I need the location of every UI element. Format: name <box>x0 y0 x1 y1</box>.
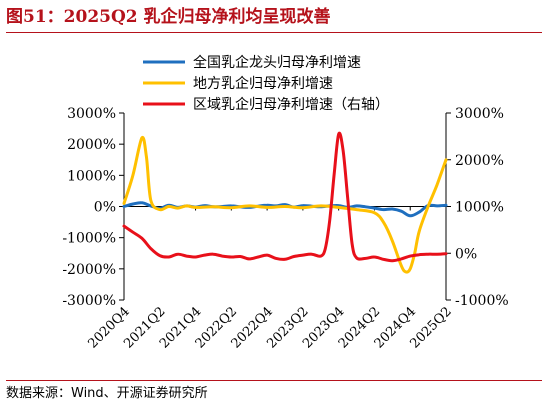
left-axis-tick-label: 2000% <box>67 137 116 153</box>
series-line-0 <box>122 201 448 218</box>
series-line-1 <box>122 135 448 274</box>
left-axis-tick-label: -3000% <box>62 293 116 309</box>
right-axis-tick-label: -1000% <box>455 293 509 309</box>
left-axis-tick-label: 3000% <box>67 106 116 122</box>
legend-label-1: 地方乳企归母净利增速 <box>193 75 333 92</box>
right-axis-tick-label: 1000% <box>455 200 504 216</box>
left-axis-tick-label: 1000% <box>67 168 116 184</box>
series-line-2 <box>122 131 448 263</box>
right-axis-tick-label: 2000% <box>455 153 504 169</box>
left-axis-tick-label: -2000% <box>62 262 116 278</box>
figure-title: 图51：2025Q2 乳企归母净利均呈现改善 <box>6 2 542 33</box>
left-axis-tick-label: 0% <box>94 200 116 216</box>
right-axis-tick-label: 3000% <box>455 106 504 122</box>
legend-label-2: 区域乳企归母净利增速（右轴） <box>193 96 389 113</box>
right-axis-tick-label: 0% <box>455 246 477 262</box>
left-axis-tick-label: -1000% <box>62 231 116 247</box>
legend-label-0: 全国乳企龙头归母净利增速 <box>193 54 361 71</box>
series-lines <box>122 131 448 274</box>
figure-source: 数据来源：Wind、开源证券研究所 <box>6 380 542 407</box>
